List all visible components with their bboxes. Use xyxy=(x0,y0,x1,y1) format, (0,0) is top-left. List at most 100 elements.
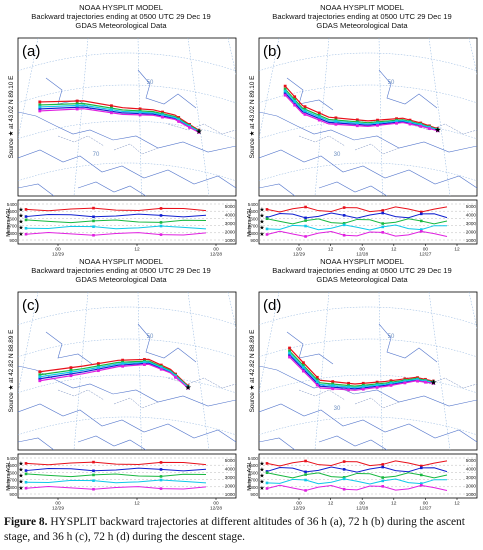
trajectory-marker xyxy=(38,375,42,379)
coastline xyxy=(259,149,477,189)
country-border xyxy=(354,397,400,409)
longitude-line xyxy=(137,292,142,450)
trajectory-marker xyxy=(75,104,79,107)
trajectory-marker xyxy=(375,380,379,384)
trajectory-marker xyxy=(424,380,427,384)
y-tick-label-left: 2700 xyxy=(7,478,18,483)
profile-line-4000m xyxy=(25,213,207,218)
trajectory-marker xyxy=(303,113,307,116)
caption-label: Figure 8. xyxy=(4,516,48,528)
latitude-line xyxy=(18,374,236,394)
profile-marker xyxy=(304,478,307,482)
panel-label: (d) xyxy=(263,297,281,314)
latitude-line xyxy=(259,338,477,358)
profile-marker xyxy=(24,462,28,465)
trajectory-marker xyxy=(334,118,338,122)
x-tick-hour: 00 xyxy=(423,247,429,253)
profile-source-star-icon: ★ xyxy=(18,478,23,485)
profile-line-4000m xyxy=(25,467,207,472)
profile-marker xyxy=(92,215,95,219)
country-border xyxy=(408,123,477,135)
map-frame xyxy=(17,291,237,451)
y-axis-title: Meters AGL xyxy=(6,461,12,491)
profile-marker xyxy=(342,468,346,471)
longitude-line xyxy=(137,38,142,196)
profile-marker xyxy=(92,233,95,237)
panel-b-subtitle: Backward trajectories ending at 0500 UTC… xyxy=(272,12,452,21)
trajectory-marker xyxy=(121,358,125,362)
trajectory-2000m xyxy=(39,104,200,132)
profile-marker xyxy=(24,486,28,490)
coastline xyxy=(259,111,477,153)
y-tick-label-right: 4000 xyxy=(466,213,477,218)
profile-marker xyxy=(92,479,95,482)
trajectory-marker xyxy=(301,367,305,371)
latitude-line xyxy=(259,84,477,104)
coastline xyxy=(259,403,477,443)
trajectory-marker xyxy=(288,349,291,353)
y-tick-label-right: 2000 xyxy=(466,484,477,489)
trajectory-marker xyxy=(293,101,297,105)
trajectory-marker xyxy=(96,367,100,371)
coastline xyxy=(137,69,197,109)
profile-marker xyxy=(342,476,346,479)
x-tick-hour: 12 xyxy=(391,501,397,507)
trajectory-3000m xyxy=(284,88,438,130)
trajectory-marker xyxy=(315,375,319,379)
trajectory-marker xyxy=(361,381,365,385)
trajectory-marker xyxy=(288,346,291,350)
trajectory-marker xyxy=(315,381,319,385)
country-border xyxy=(298,389,346,401)
trajectory-3000m xyxy=(39,102,200,132)
trajectory-marker xyxy=(143,358,146,361)
profile-marker xyxy=(381,225,385,229)
profile-marker xyxy=(304,473,307,476)
profile-source-star-icon: ★ xyxy=(259,472,264,479)
profile-source-star-icon: ★ xyxy=(18,224,23,231)
profile-line-3000m xyxy=(25,473,207,478)
trajectory-marker xyxy=(376,118,379,122)
coastline xyxy=(18,183,55,196)
trajectory-marker xyxy=(110,104,113,108)
profile-line-4000m xyxy=(266,466,448,473)
trajectory-marker xyxy=(303,111,307,115)
latitude-line xyxy=(18,120,236,140)
panel-c-model-title: NOAA HYSPLIT MODEL xyxy=(79,257,163,266)
profile-marker xyxy=(342,223,346,227)
x-tick-date: 12/29 xyxy=(293,506,305,511)
panel-d-met-data: GDAS Meteorological Data xyxy=(316,275,408,284)
source-location: Source ★ at 42.82 N 88.89 E xyxy=(8,330,15,413)
y-tick-label-right: 4000 xyxy=(225,467,236,472)
map-area: 50 30 ★ xyxy=(259,292,477,450)
trajectory-marker xyxy=(347,388,350,392)
profile-source-star-icon: ★ xyxy=(259,218,264,225)
profile-marker xyxy=(265,217,269,221)
trajectory-marker xyxy=(347,387,350,390)
panel-c-met-data: GDAS Meteorological Data xyxy=(75,275,167,284)
trajectory-marker xyxy=(293,98,297,101)
trajectory-5000m xyxy=(284,85,438,130)
profile-line-1000m xyxy=(25,231,207,236)
profile-marker xyxy=(24,469,28,472)
trajectory-marker xyxy=(161,115,164,119)
trajectory-marker xyxy=(159,366,163,369)
trajectory-marker xyxy=(403,381,407,385)
source-location: Source ★ at 43.02 N 89.10 E xyxy=(8,76,15,159)
country-border xyxy=(167,123,236,135)
trajectory-marker xyxy=(331,380,335,384)
country-border xyxy=(298,135,346,147)
panel-a: NOAA HYSPLIT MODEL Backward trajectories … xyxy=(4,3,238,256)
trajectory-marker xyxy=(69,366,73,370)
profile-source-star-icon: ★ xyxy=(259,485,264,492)
profile-line-2000m xyxy=(25,225,207,230)
trajectory-marker xyxy=(38,370,42,374)
profile-marker xyxy=(419,210,423,214)
y-tick-label-left: 5400 xyxy=(248,202,259,207)
trajectory-marker xyxy=(436,129,440,133)
trajectory-marker xyxy=(288,355,291,359)
profile-marker xyxy=(381,211,385,215)
profile-source-star-icon: ★ xyxy=(259,231,264,238)
longitude-line xyxy=(187,38,210,196)
profile-line-1000m xyxy=(266,484,448,491)
profile-marker xyxy=(342,214,346,217)
